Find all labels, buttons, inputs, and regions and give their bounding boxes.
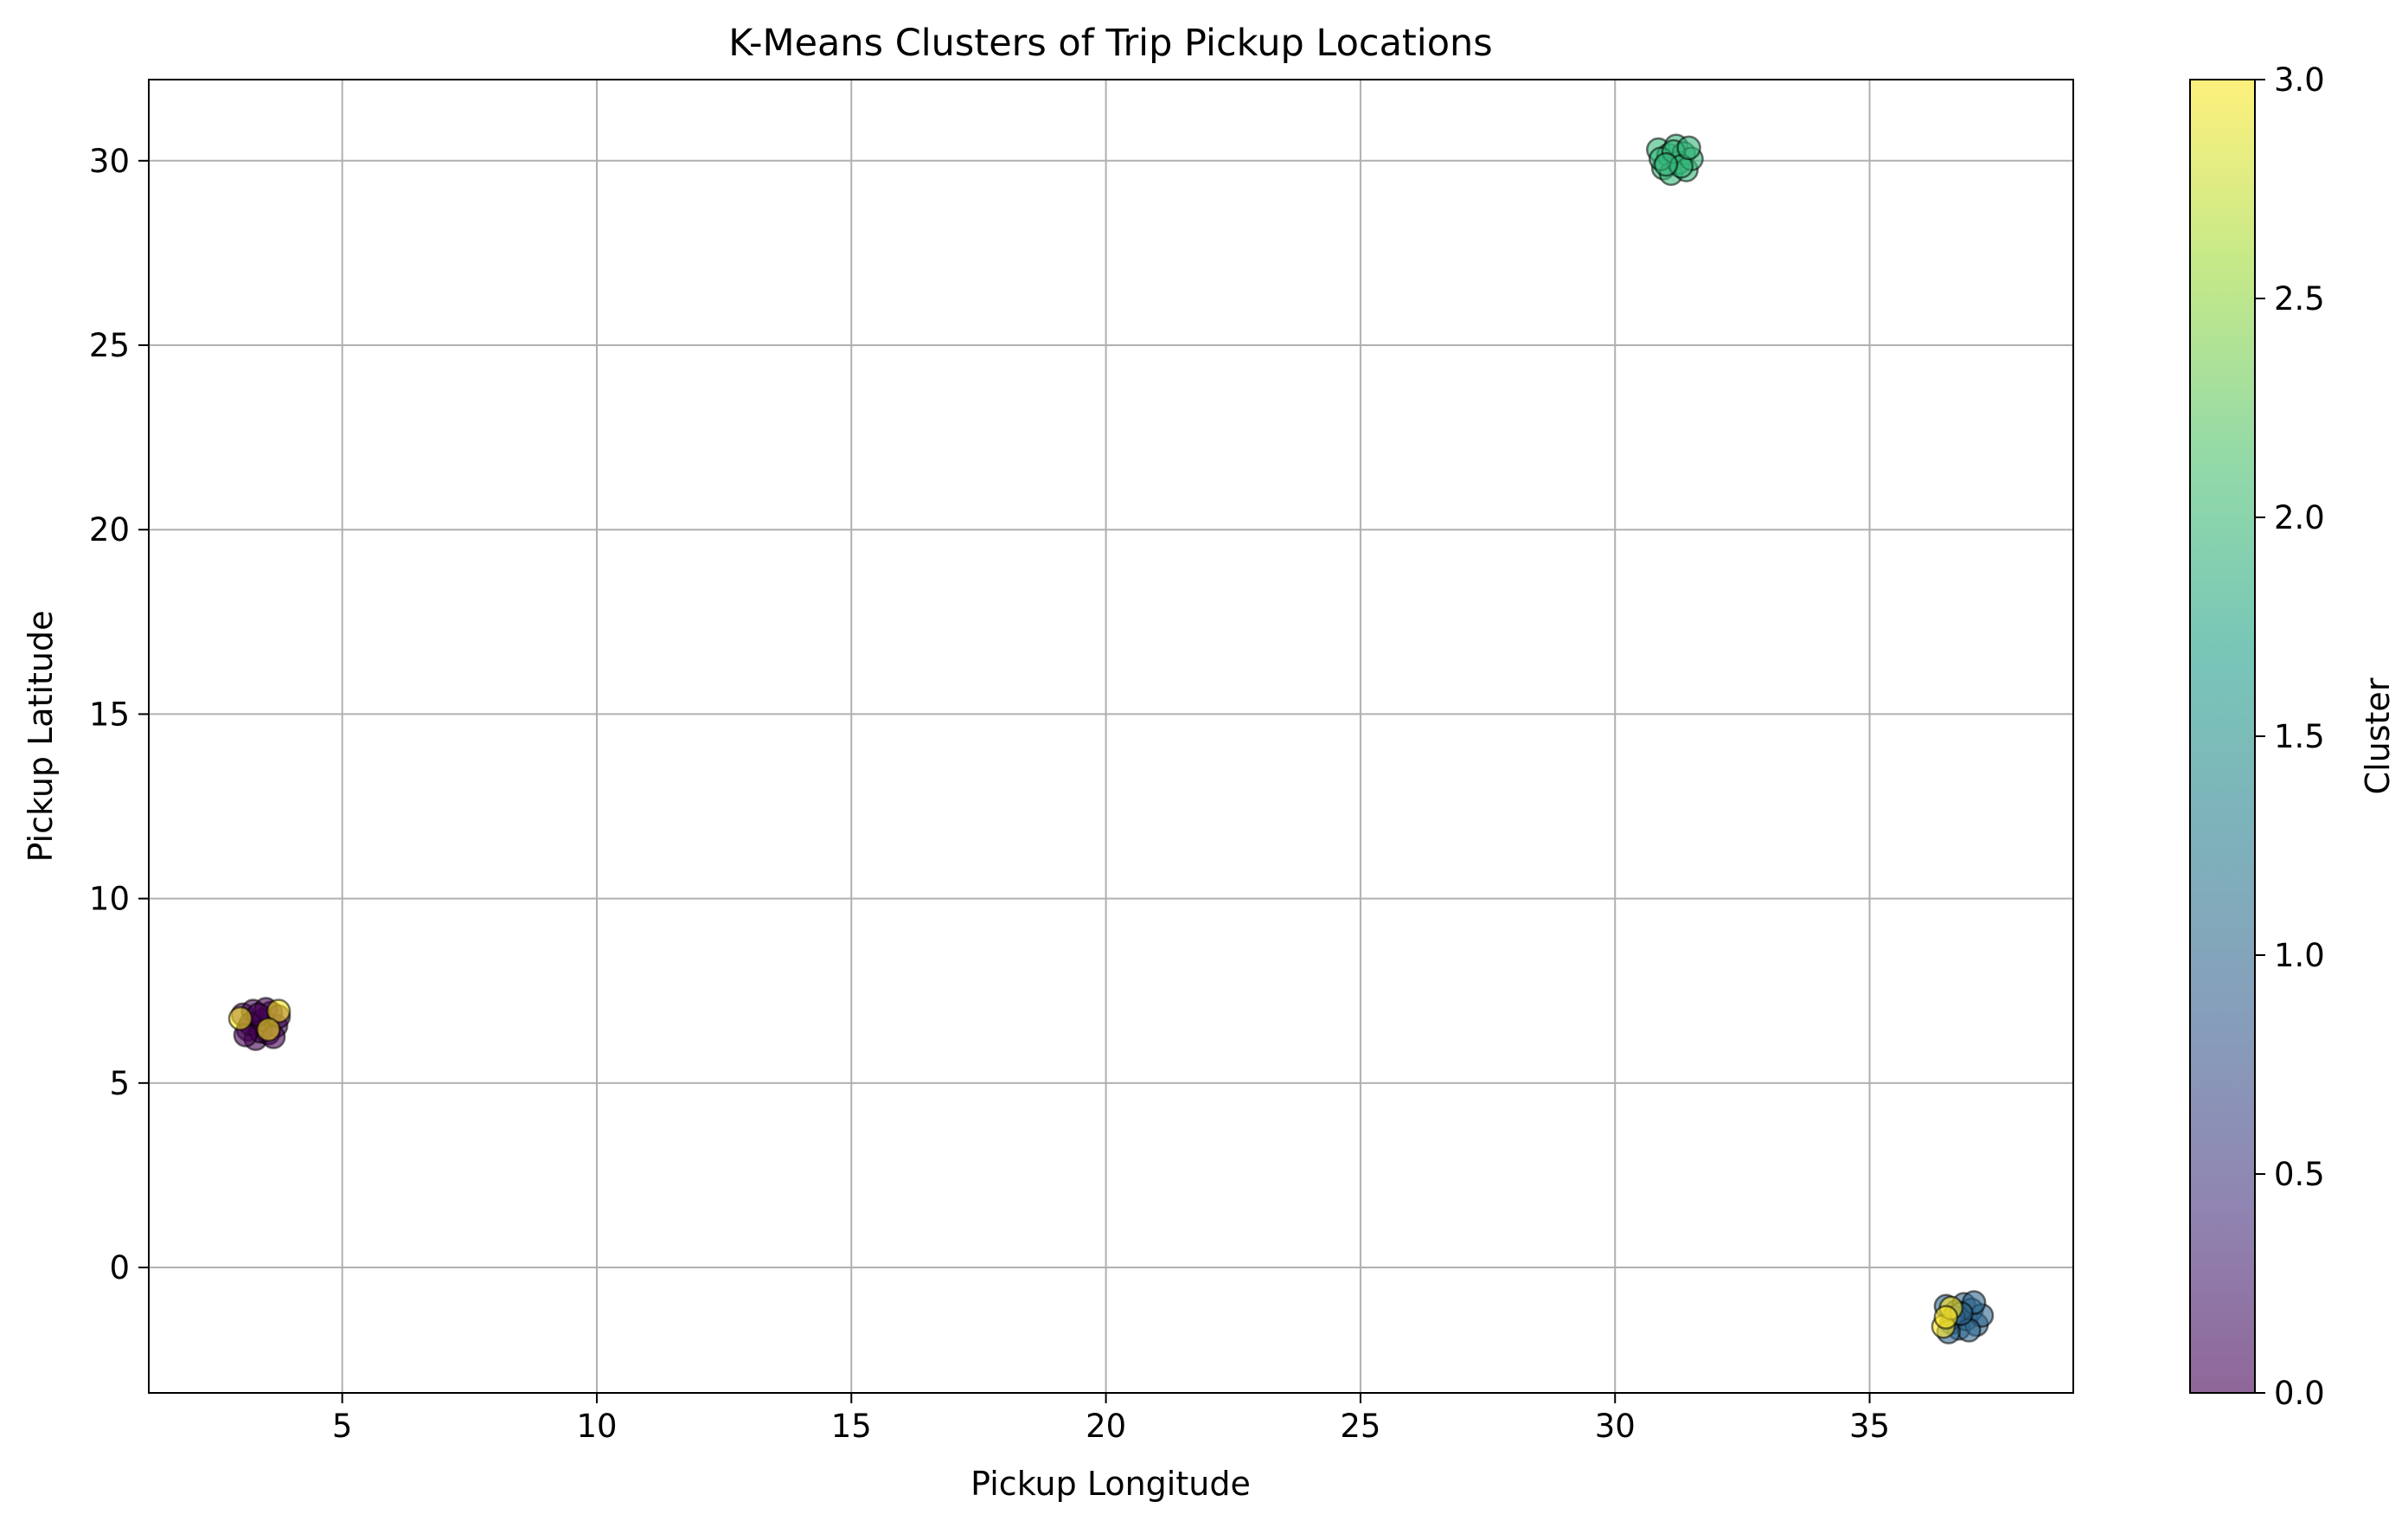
cluster-3-point [266,998,291,1023]
x-axis-label: Pickup Longitude [970,1465,1251,1503]
y-tick-label: 5 [109,1065,130,1102]
x-tick-label: 25 [1340,1408,1380,1445]
colorbar-tick-label: 1.0 [2274,937,2325,974]
scatter-points [227,133,1995,1344]
x-tick-label: 10 [576,1408,617,1445]
colorbar-tick-label: 2.5 [2274,280,2325,318]
colorbar-tick-label: 2.0 [2274,499,2325,536]
y-tick-label: 25 [89,327,130,364]
y-axis-label: Pickup Latitude [22,610,60,862]
cluster-2-point [1653,151,1679,177]
y-tick-label: 10 [89,881,130,918]
colorbar-tick-label: 0.5 [2274,1156,2325,1193]
x-tick-label: 20 [1086,1408,1126,1445]
cluster-3-point [1933,1305,1959,1330]
colorbar-label: Cluster [2359,677,2397,794]
x-axis-ticks: 5 10 15 20 25 30 35 [332,1393,1890,1445]
colorbar-tick-label: 3.0 [2274,61,2325,99]
colorbar-ticks: 0.0 0.5 1.0 1.5 2.0 2.5 3.0 [2255,61,2325,1412]
x-tick-label: 35 [1849,1408,1890,1445]
plot-frame [148,79,2074,1394]
chart-title: K-Means Clusters of Trip Pickup Location… [728,22,1492,65]
colorbar-tick-label: 0.0 [2274,1375,2325,1412]
cluster-2-point [1676,135,1701,161]
x-tick-label: 30 [1595,1408,1636,1445]
cluster-3-point [227,1005,253,1031]
cluster-3-point [256,1017,281,1043]
colorbar-tick-label: 1.5 [2274,718,2325,755]
y-tick-label: 20 [89,511,130,549]
y-tick-label: 15 [89,696,130,733]
x-tick-label: 5 [332,1408,353,1445]
y-tick-label: 0 [109,1249,130,1286]
grid-lines [149,80,2073,1393]
y-axis-ticks: 0 5 10 15 20 25 30 [89,143,149,1286]
colorbar [2189,79,2256,1394]
x-tick-label: 15 [831,1408,872,1445]
y-tick-label: 30 [89,143,130,180]
